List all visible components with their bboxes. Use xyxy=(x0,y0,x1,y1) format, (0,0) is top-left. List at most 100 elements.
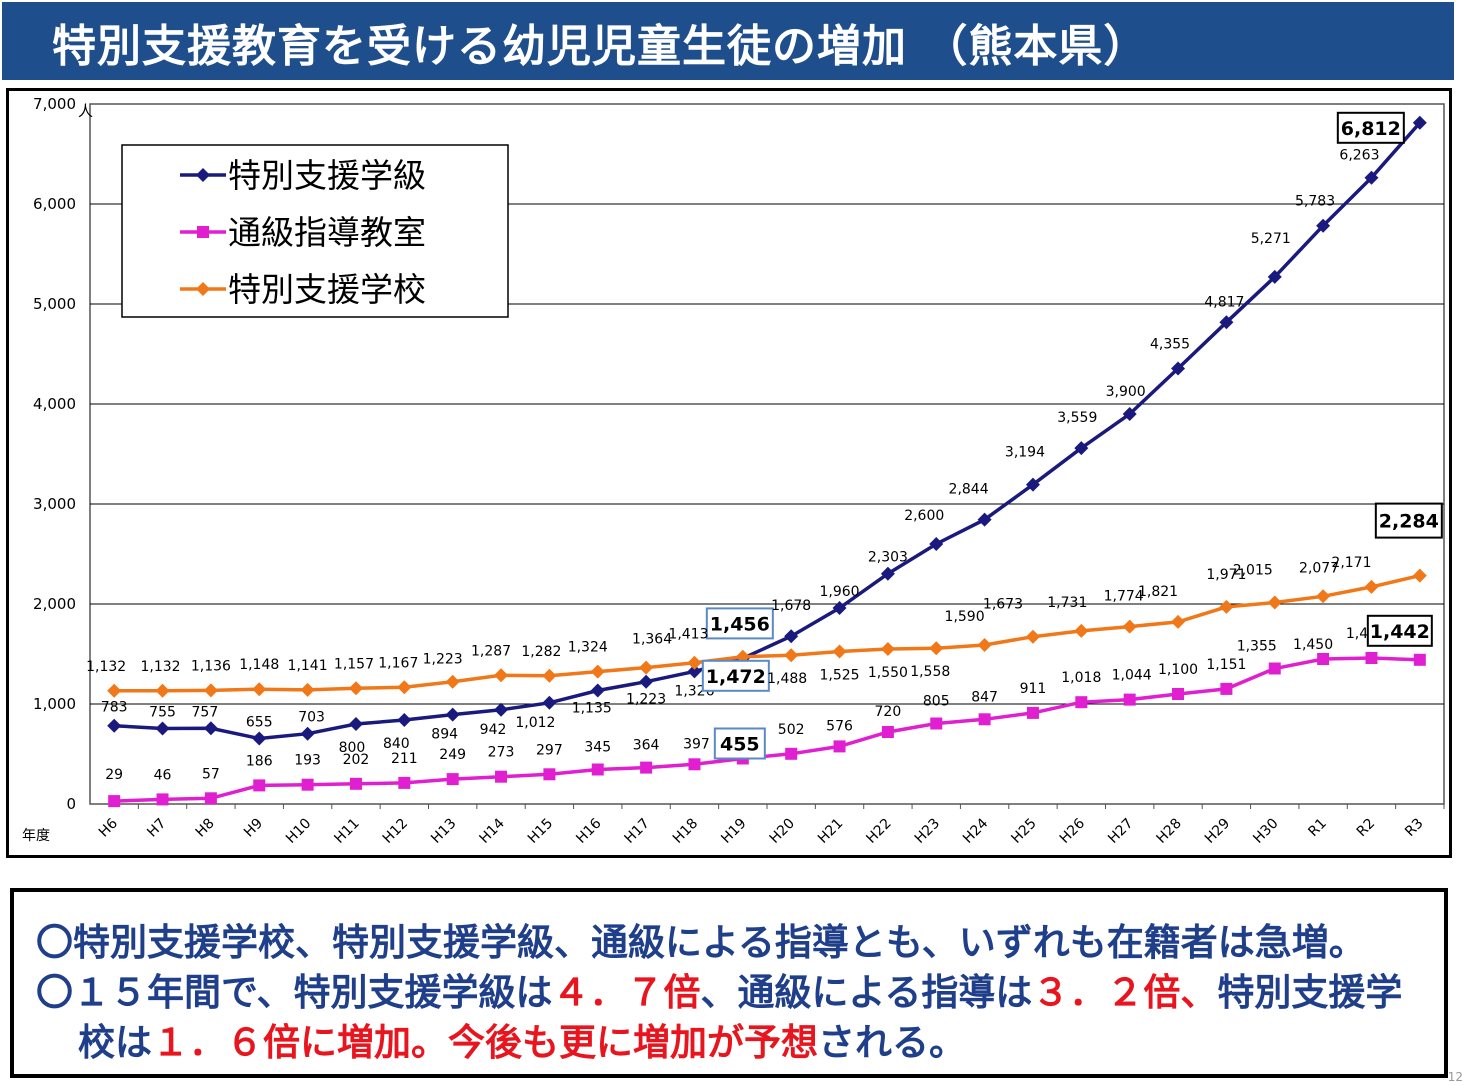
data-label: 1,590 xyxy=(945,609,985,625)
summary-highlight-ratio-school: １．６倍に増加。今後も更に増加が予想 xyxy=(152,1021,818,1064)
x-tick-label: H22 xyxy=(863,816,894,847)
data-label: 847 xyxy=(971,689,998,705)
data-point xyxy=(1268,662,1281,675)
data-point xyxy=(301,778,314,791)
x-tick-label: H26 xyxy=(1057,815,1088,846)
x-tick-label: H6 xyxy=(96,815,121,840)
data-label: 1,282 xyxy=(521,644,561,660)
data-label: 1,413 xyxy=(668,627,708,643)
y-tick-label: 7,000 xyxy=(33,95,76,113)
data-point xyxy=(929,641,944,656)
x-tick-label: H9 xyxy=(241,816,266,841)
data-label: 46 xyxy=(154,767,172,783)
legend-marker xyxy=(196,168,210,182)
data-point xyxy=(203,683,218,698)
summary-highlight-ratio-class: ４．７倍 xyxy=(552,971,701,1014)
data-label: 397 xyxy=(683,736,710,752)
legend-label: 特別支援学校 xyxy=(228,270,426,309)
data-label: 1,132 xyxy=(86,659,126,675)
data-label: 2,077 xyxy=(1299,560,1339,576)
data-label: 345 xyxy=(584,740,611,756)
data-label: 703 xyxy=(298,710,325,726)
data-label: 1,442 xyxy=(1370,621,1430,643)
data-point xyxy=(977,638,992,652)
data-label: 1,488 xyxy=(767,671,807,687)
data-label: 840 xyxy=(383,736,410,752)
data-label: 2,600 xyxy=(904,508,944,524)
data-point xyxy=(590,664,605,679)
data-point xyxy=(300,726,315,741)
series-line-0 xyxy=(114,121,1422,741)
x-tick-label: H8 xyxy=(193,816,218,841)
data-point xyxy=(1365,652,1378,664)
data-label-box xyxy=(701,659,770,692)
x-tick-label: H23 xyxy=(912,816,943,847)
data-label: 1,324 xyxy=(568,640,608,656)
data-label: 720 xyxy=(875,704,902,720)
data-point xyxy=(784,629,799,644)
data-point xyxy=(349,777,362,790)
data-label-box xyxy=(1374,502,1443,539)
data-label: 1,678 xyxy=(771,598,811,614)
data-point xyxy=(1075,696,1088,709)
x-tick-label: H20 xyxy=(767,816,798,847)
data-point xyxy=(494,668,509,683)
y-tick-label: 1,000 xyxy=(33,695,76,713)
page-title: 特別支援教育を受ける幼児児童生徒の増加 （熊本県） xyxy=(52,21,1149,72)
data-point xyxy=(785,747,798,760)
data-point xyxy=(1171,361,1186,376)
data-label: 894 xyxy=(431,727,458,743)
data-point xyxy=(1267,269,1282,284)
data-label: 1,821 xyxy=(1138,584,1178,600)
data-label: 2,303 xyxy=(868,550,908,566)
data-point xyxy=(591,763,604,776)
data-point xyxy=(1316,218,1331,233)
data-label: 1,044 xyxy=(1112,668,1152,684)
data-point xyxy=(155,721,170,736)
data-point xyxy=(1025,477,1040,492)
data-point xyxy=(880,566,895,581)
data-label: 1,472 xyxy=(706,666,766,688)
data-point xyxy=(445,674,460,689)
data-point xyxy=(833,740,846,753)
data-point xyxy=(1364,579,1379,594)
data-point xyxy=(1219,315,1234,330)
data-point xyxy=(1267,595,1282,610)
x-tick-label: H24 xyxy=(960,815,991,846)
summary-text-2e: 特別支援学 xyxy=(1217,971,1403,1014)
data-label: 1,018 xyxy=(1061,670,1101,686)
page-number: 12 xyxy=(1447,1070,1463,1084)
data-point xyxy=(832,601,847,615)
data-label: 1,132 xyxy=(140,659,180,675)
x-tick-label: R1 xyxy=(1305,816,1329,840)
data-label: 3,559 xyxy=(1057,410,1097,426)
data-label: 1,012 xyxy=(515,715,555,731)
summary-text-3c: される。 xyxy=(818,1021,966,1064)
data-label: 1,450 xyxy=(1293,637,1333,653)
legend-label: 通級指導教室 xyxy=(228,213,426,252)
data-point xyxy=(1074,623,1089,638)
x-tick-label: H13 xyxy=(428,816,459,847)
data-label: 455 xyxy=(720,734,760,756)
data-point xyxy=(1412,115,1427,130)
data-label: 1,525 xyxy=(819,668,859,684)
summary-line-2: 〇１５年間で、特別支援学級は４．７倍、通級による指導は３．２倍、特別支援学 xyxy=(36,962,1402,1016)
data-label: 1,774 xyxy=(1104,589,1144,605)
data-point xyxy=(494,702,509,717)
data-label: 1,223 xyxy=(423,652,463,668)
data-label: 1,287 xyxy=(471,643,511,659)
data-label: 1,141 xyxy=(288,658,328,674)
summary-box: 〇特別支援学校、特別支援学級、通級による指導とも、いずれも在籍者は急増。 〇１５… xyxy=(10,888,1448,1078)
summary-highlight-ratio-tsukyu: ３．２倍、 xyxy=(1032,971,1218,1014)
data-point xyxy=(107,683,122,698)
summary-line-1: 〇特別支援学校、特別支援学級、通級による指導とも、いずれも在籍者は急増。 xyxy=(36,912,1366,966)
x-tick-label: H14 xyxy=(477,815,508,846)
summary-text-3a: 校は xyxy=(78,1021,152,1064)
data-label: 502 xyxy=(778,722,805,738)
x-tick-label: H30 xyxy=(1250,816,1281,847)
data-point xyxy=(687,664,702,679)
data-point xyxy=(1122,407,1137,421)
data-label: 942 xyxy=(480,722,507,738)
data-label: 1,673 xyxy=(983,597,1023,613)
x-tick-label: R2 xyxy=(1354,816,1378,840)
